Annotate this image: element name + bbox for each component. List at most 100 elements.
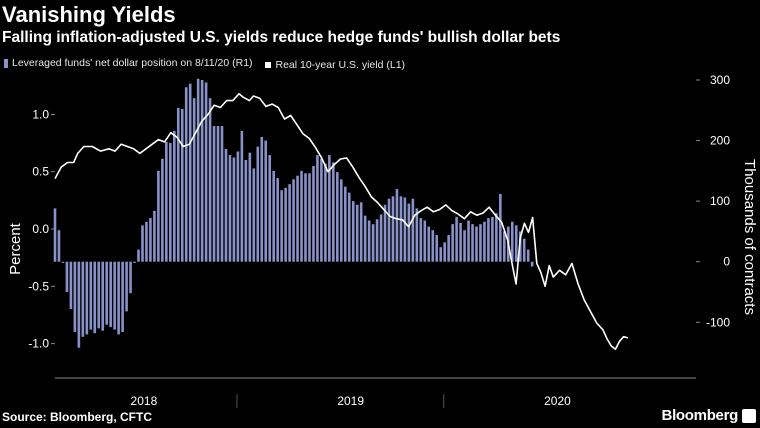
bar-29: [169, 142, 172, 262]
bar-120: [530, 261, 534, 267]
bar-49: [248, 152, 252, 262]
bar-111: [495, 213, 498, 262]
right-tick-label-2: 100: [710, 194, 730, 208]
bar-64: [308, 173, 311, 262]
bars-layer: [53, 78, 534, 348]
bar-103: [463, 230, 466, 262]
bar-33: [184, 87, 188, 262]
bar-84: [387, 198, 391, 262]
legend-label-bars: Leveraged funds' net dollar position on …: [12, 57, 253, 69]
bar-4: [69, 261, 73, 309]
right-tick-label-4: -100: [706, 315, 730, 329]
bar-105: [471, 224, 474, 262]
bar-36: [196, 78, 200, 262]
chart-subtitle: Falling inflation-adjusted U.S. yields r…: [2, 29, 561, 46]
bar-91: [415, 208, 419, 262]
bar-35: [192, 98, 196, 262]
bar-90: [411, 198, 415, 262]
bar-96: [435, 235, 439, 262]
bar-80: [371, 224, 375, 262]
line-layer: [54, 93, 629, 351]
bar-52: [260, 136, 264, 262]
bar-89: [407, 203, 411, 262]
legend-swatch-bars: [4, 58, 8, 68]
bar-48: [244, 159, 248, 262]
bar-19: [129, 261, 132, 294]
left-tick-label-1: 0.5: [32, 165, 49, 179]
bar-2: [61, 261, 65, 263]
bar-98: [443, 242, 446, 262]
bar-3: [65, 261, 69, 292]
bar-94: [427, 226, 431, 262]
bar-16: [117, 261, 120, 335]
bar-95: [431, 230, 435, 262]
bar-109: [487, 218, 490, 262]
bar-13: [105, 261, 108, 325]
bar-108: [483, 221, 486, 262]
bar-32: [180, 109, 184, 262]
x-tick-label-0: 2018: [131, 394, 158, 408]
legend: Leveraged funds' net dollar position on …: [4, 57, 415, 71]
bar-102: [459, 222, 462, 262]
bar-61: [296, 175, 299, 262]
bar-41: [216, 126, 220, 262]
bar-31: [176, 107, 180, 262]
bar-107: [479, 224, 482, 262]
x-tick-label-2: 2020: [544, 394, 571, 408]
bar-20: [133, 261, 136, 263]
bar-119: [526, 249, 530, 262]
bar-100: [451, 224, 454, 262]
bar-110: [491, 216, 494, 262]
bar-57: [280, 190, 283, 262]
left-tick-label-3: -0.5: [28, 279, 49, 293]
bar-47: [240, 130, 244, 262]
bar-70: [332, 162, 335, 262]
bar-92: [419, 218, 423, 262]
bar-44: [228, 155, 232, 262]
bar-81: [375, 219, 379, 262]
bar-22: [141, 225, 144, 262]
bar-115: [510, 221, 514, 262]
right-tick-label-3: 0: [723, 255, 730, 269]
right-tick-label-1: 200: [710, 134, 730, 148]
legend-swatch-line: [265, 61, 272, 68]
bar-69: [328, 155, 331, 262]
bar-15: [113, 261, 116, 330]
bar-38: [204, 82, 208, 262]
bar-5: [73, 261, 77, 332]
bar-14: [109, 261, 112, 328]
bar-7: [81, 261, 85, 337]
legend-item-bars: Leveraged funds' net dollar position on …: [4, 57, 253, 69]
bar-17: [121, 261, 124, 332]
bar-82: [379, 214, 383, 262]
left-axis-label: Percent: [7, 222, 24, 275]
right-tick-label-0: 300: [710, 73, 730, 87]
bar-26: [157, 170, 160, 262]
bar-21: [137, 249, 140, 262]
bar-116: [514, 225, 518, 262]
bar-87: [399, 196, 403, 262]
left-tick-label-2: 0.0: [32, 222, 49, 236]
bar-0: [53, 208, 57, 262]
bar-39: [208, 98, 212, 262]
bar-85: [391, 196, 395, 262]
bar-73: [343, 186, 347, 262]
bar-74: [347, 192, 351, 262]
bar-99: [447, 235, 450, 262]
bar-9: [89, 261, 93, 330]
bar-71: [336, 172, 339, 262]
bar-42: [220, 126, 224, 262]
legend-item-line: Real 10-year U.S. yield (L1): [265, 59, 405, 71]
left-tick-label-0: 1.0: [32, 107, 49, 121]
bar-101: [455, 216, 458, 262]
bar-66: [316, 155, 319, 262]
bar-28: [165, 141, 168, 262]
bar-67: [320, 158, 323, 262]
bar-104: [467, 220, 470, 262]
bar-93: [423, 220, 427, 262]
ticks-layer: 1.0 0.5 0.0 -0.5 -1.0 300 200 100 0 -100 2018 2019 2…: [7, 73, 758, 408]
bar-54: [268, 155, 272, 262]
bar-88: [403, 197, 407, 262]
bar-8: [85, 261, 89, 335]
